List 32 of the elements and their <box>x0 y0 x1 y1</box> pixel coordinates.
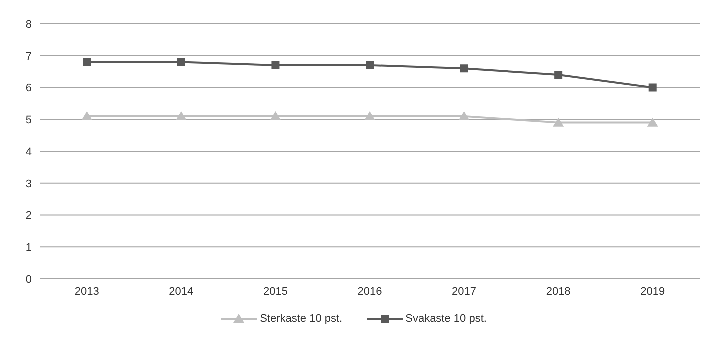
legend-label: Sterkaste 10 pst. <box>259 313 343 325</box>
point <box>648 84 657 92</box>
y-tick-label: 3 <box>26 178 32 190</box>
x-tick-label: 2015 <box>263 286 288 298</box>
y-tick-label: 7 <box>26 50 32 63</box>
point <box>460 64 468 73</box>
point <box>366 61 374 70</box>
point <box>176 111 187 120</box>
point <box>83 58 92 66</box>
x-tick-label: 2019 <box>640 286 666 298</box>
x-tick-label: 2014 <box>169 286 194 298</box>
point <box>82 111 93 120</box>
y-tick-label: 2 <box>26 210 32 222</box>
y-tick-label: 1 <box>26 242 32 254</box>
x-tick-label: 2018 <box>546 286 571 298</box>
point <box>554 71 563 79</box>
y-tick-label: 8 <box>26 18 32 31</box>
point <box>647 118 658 127</box>
y-tick-label: 6 <box>26 82 32 95</box>
x-tick-label: 2016 <box>358 286 382 298</box>
y-tick-label: 4 <box>26 146 32 158</box>
point <box>272 61 280 70</box>
x-tick-label: 2017 <box>452 286 477 298</box>
y-tick-label: 0 <box>26 274 32 286</box>
point <box>458 111 470 120</box>
point <box>270 111 282 120</box>
x-tick-label: 2013 <box>74 286 100 298</box>
point <box>364 111 376 120</box>
legend-label: Svakaste 10 pst. <box>404 313 487 325</box>
point <box>177 58 186 66</box>
y-tick-label: 5 <box>26 114 32 127</box>
point <box>553 118 564 127</box>
